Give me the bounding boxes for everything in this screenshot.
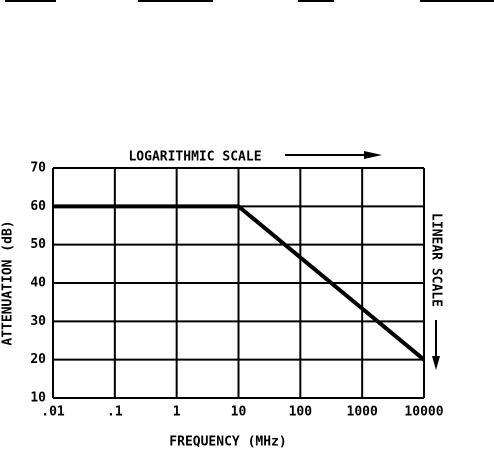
annotation-arrow [285, 151, 382, 159]
y-tick-label: 70 [30, 161, 46, 176]
series-line [53, 204, 426, 362]
x-tick-label: 100 [289, 405, 313, 420]
y-axis-label: ATTENUATION (dB) [1, 220, 16, 345]
y-tick-label: 50 [30, 237, 46, 252]
annotation: LOGARITHMIC SCALE [128, 150, 261, 165]
y-tick-label: 40 [30, 276, 46, 291]
y-tick-label: 10 [30, 391, 46, 406]
arrow-head [432, 356, 440, 370]
y-tick-label: 30 [30, 314, 46, 329]
x-tick-label: 1 [173, 405, 181, 420]
x-tick-label: .01 [41, 405, 65, 420]
x-tick-label: 10 [231, 405, 247, 420]
x-tick-label: 10000 [404, 405, 443, 420]
x-tick-label: .1 [107, 405, 123, 420]
x-tick-label: 1000 [347, 405, 378, 420]
annotation-arrow [432, 320, 440, 370]
x-axis-label: FREQUENCY (MHz) [169, 435, 286, 450]
y-tick-label: 60 [30, 199, 46, 214]
y-tick-label: 20 [30, 352, 46, 367]
arrow-head [364, 151, 382, 159]
annotation: LINEAR SCALE [429, 213, 444, 307]
